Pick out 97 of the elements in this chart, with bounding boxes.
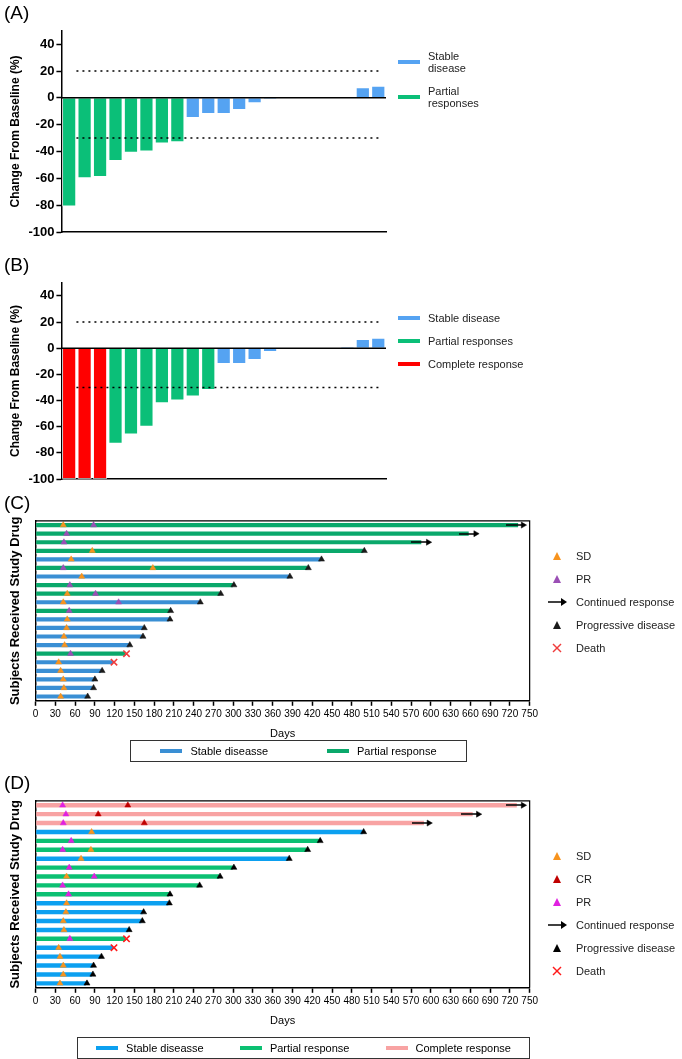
x-tick-label: 270: [205, 994, 223, 1006]
x-tick-label: 510: [363, 707, 381, 719]
y-axis-title: Change From Baseline (%): [7, 55, 22, 208]
x-tick-label: 450: [323, 994, 341, 1006]
x-tick-label: 600: [422, 994, 440, 1006]
x-axis-title: Days: [270, 1014, 296, 1027]
x-tick-label: 90: [89, 707, 101, 719]
x-tick-label: 30: [49, 994, 62, 1006]
x-tick-label: 150: [126, 994, 144, 1006]
legend-label: Stable diseasse: [190, 745, 269, 757]
chart-title: (C): [4, 491, 31, 513]
x-tick-label: 720: [501, 994, 519, 1006]
x-tick-label: 690: [481, 707, 499, 719]
x-tick-label: 180: [145, 994, 163, 1006]
chart-title: (A): [4, 1, 30, 23]
x-tick-label: 510: [363, 994, 381, 1006]
x-tick-label: 420: [303, 707, 322, 719]
y-tick-label: 40: [39, 35, 55, 51]
y-tick-label: 0: [47, 339, 55, 355]
x-tick-label: 210: [165, 994, 183, 1006]
legend-label: PR: [576, 573, 592, 585]
legend-label: CR: [576, 873, 592, 885]
x-tick-label: 570: [402, 994, 420, 1006]
legend-label: Continued response: [576, 919, 675, 931]
y-tick-label: -80: [35, 444, 55, 460]
x-tick-label: 300: [224, 994, 242, 1006]
y-axis-title: Subjects Received Study Drug: [7, 799, 23, 989]
x-tick-label: 240: [185, 994, 203, 1006]
x-tick-label: 540: [382, 994, 401, 1006]
x-tick-label: 420: [303, 994, 322, 1006]
x-tick-label: 120: [106, 994, 124, 1006]
legend-label: Complete response: [428, 358, 524, 370]
legend-label: SD: [576, 850, 592, 862]
y-tick-label: -40: [35, 392, 55, 408]
x-tick-label: 720: [501, 707, 519, 719]
x-tick-label: 210: [165, 707, 183, 719]
x-tick-label: 660: [462, 707, 480, 719]
legend-label: Death: [576, 965, 606, 977]
y-tick-label: -100: [28, 470, 55, 486]
legend-label: Stable disease: [428, 50, 466, 74]
y-tick-label: -20: [35, 116, 55, 132]
legend-label: Partial responses: [428, 85, 479, 109]
x-tick-label: 390: [284, 707, 302, 719]
x-tick-label: 60: [69, 707, 82, 719]
legend-label: Stable diseasse: [126, 1042, 204, 1054]
x-tick-label: 750: [521, 707, 539, 719]
x-tick-label: 540: [382, 707, 401, 719]
y-axis-title: Subjects Received Study Drug: [7, 516, 23, 706]
y-tick-label: -60: [35, 418, 55, 434]
x-tick-label: 360: [264, 994, 282, 1006]
y-tick-label: -60: [35, 169, 55, 185]
x-tick-label: 480: [343, 707, 361, 719]
legend-label: Progressive disease: [576, 619, 676, 631]
legend-label: Partial responses: [428, 335, 513, 347]
legend-label: SD: [576, 550, 592, 562]
x-tick-label: 90: [89, 994, 101, 1006]
x-tick-label: 600: [422, 707, 440, 719]
y-axis-title: Change From Baseline (%): [7, 304, 22, 457]
y-tick-label: -40: [35, 143, 55, 159]
x-tick-label: 300: [224, 707, 242, 719]
y-tick-label: -100: [28, 223, 55, 239]
x-tick-label: 570: [402, 707, 420, 719]
legend-label: Partial response: [269, 1042, 350, 1054]
x-tick-label: 750: [521, 994, 539, 1006]
x-tick-label: 450: [323, 707, 341, 719]
x-tick-label: 360: [264, 707, 282, 719]
y-tick-label: -20: [35, 365, 55, 381]
chart-title: (B): [4, 253, 30, 275]
legend-label: Complete response: [415, 1042, 511, 1054]
x-tick-label: 330: [244, 707, 262, 719]
x-tick-label: 660: [462, 994, 480, 1006]
legend-label: Stable disease: [428, 312, 501, 324]
x-tick-label: 30: [49, 707, 62, 719]
x-tick-label: 270: [205, 707, 223, 719]
x-tick-label: 120: [106, 707, 124, 719]
x-tick-label: 390: [284, 994, 302, 1006]
y-tick-label: 20: [39, 313, 55, 329]
x-axis-title: Days: [270, 727, 296, 740]
y-tick-label: 40: [39, 287, 55, 303]
x-tick-label: 630: [442, 994, 460, 1006]
x-tick-label: 630: [442, 707, 460, 719]
chart-title: (D): [4, 771, 31, 793]
x-tick-label: 480: [343, 994, 361, 1006]
x-tick-label: 330: [244, 994, 262, 1006]
x-tick-label: 180: [145, 707, 163, 719]
x-tick-label: 60: [69, 994, 82, 1006]
y-tick-label: -80: [35, 196, 55, 212]
legend-label: PR: [576, 896, 592, 908]
y-tick-label: 20: [39, 62, 55, 78]
legend-label: Progressive disease: [576, 942, 676, 954]
legend-label: Partial response: [357, 745, 437, 757]
x-tick-label: 150: [126, 707, 144, 719]
x-tick-label: 240: [185, 707, 203, 719]
legend-label: Death: [576, 642, 606, 654]
x-tick-label: 690: [481, 994, 499, 1006]
legend-label: Continued response: [576, 596, 675, 608]
y-tick-label: 0: [47, 89, 55, 105]
